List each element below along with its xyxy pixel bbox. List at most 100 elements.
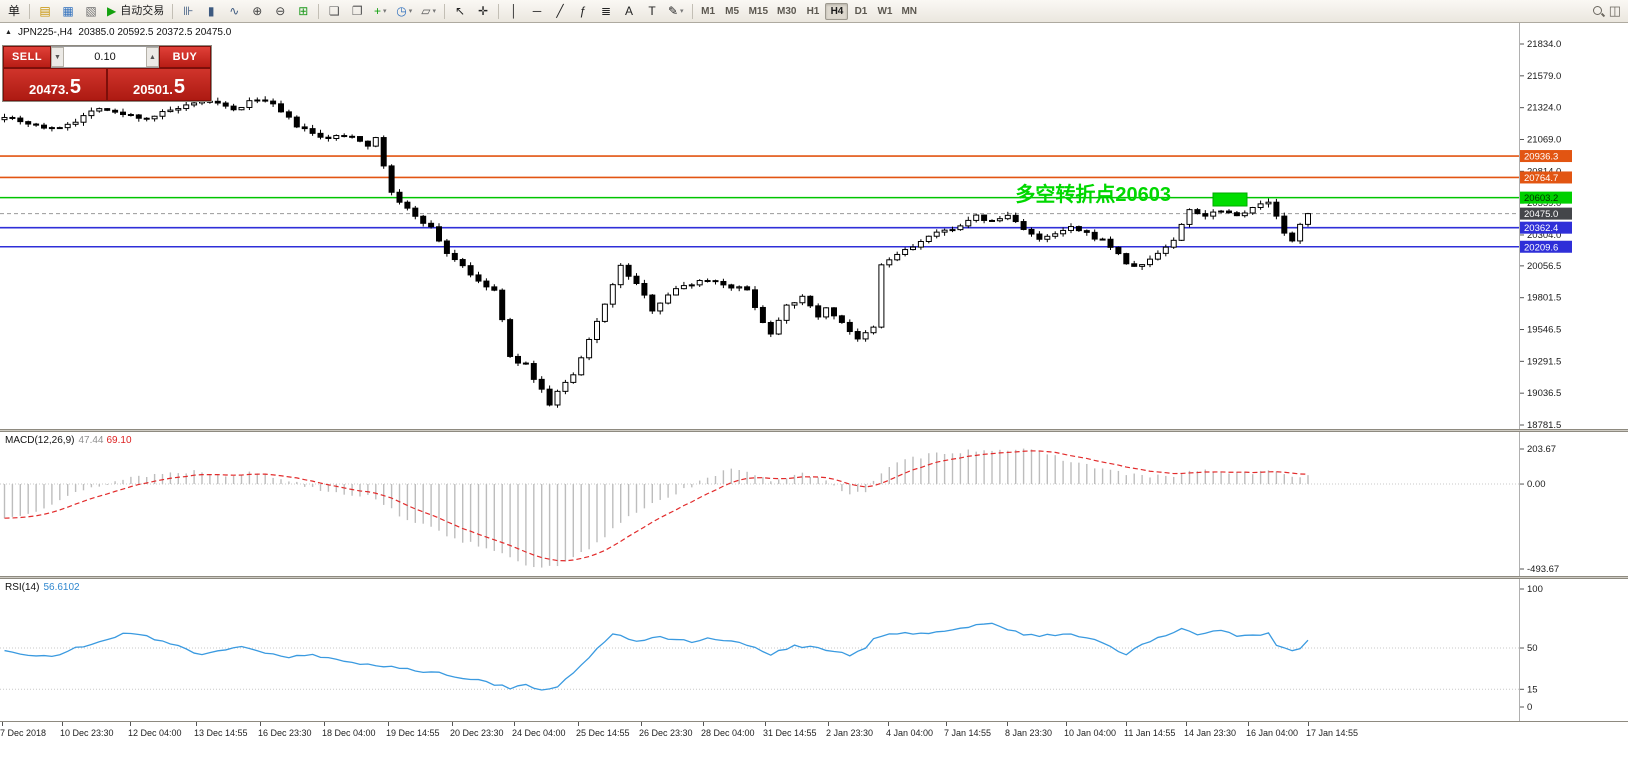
panel-splitter[interactable] [0, 429, 1628, 432]
time-tick [1308, 722, 1309, 726]
search-icon[interactable] [1592, 5, 1605, 18]
template-icon: ▱ [421, 4, 431, 18]
channel-icon[interactable]: ≣ [595, 2, 617, 21]
fibonacci-icon[interactable]: ƒ [572, 2, 594, 21]
buy-price[interactable]: 20501. 5 [107, 68, 211, 101]
arrows-icon[interactable]: ✎ ▾ [664, 2, 688, 21]
zoom-in-icon[interactable]: ⊕ [246, 2, 268, 21]
volume-input[interactable]: 0.10 [94, 51, 116, 63]
timeframe-button-M15[interactable]: M15 [748, 5, 769, 17]
new-chart-icon[interactable]: + ▾ [369, 2, 391, 21]
text-label-icon: T [648, 4, 656, 18]
market-watch-icon[interactable]: ▦ [57, 2, 79, 21]
time-tick [1007, 722, 1008, 726]
timeframe-button-W1[interactable]: W1 [877, 5, 893, 17]
timeframe-button-M5[interactable]: M5 [725, 5, 740, 17]
svg-text:21834.0: 21834.0 [1527, 39, 1561, 50]
macd-label: MACD(12,26,9) 47.44 69.10 [5, 435, 132, 446]
bar-chart-icon: ⊪ [183, 4, 194, 18]
dropdown-caret-icon[interactable]: ▾ [432, 7, 436, 15]
navigator-icon: ▧ [85, 4, 97, 18]
horizontal-line-icon[interactable]: ─ [526, 2, 548, 21]
timeframe-button-D1[interactable]: D1 [854, 5, 868, 17]
dropdown-caret-icon[interactable]: ▾ [408, 7, 413, 15]
candlestick-chart-icon: ▮ [207, 4, 215, 18]
macd-indicator-panel: 203.67 0.00 -493.67 [0, 432, 1628, 576]
time-label: 10 Jan 04:00 [1064, 728, 1117, 738]
time-tick [888, 722, 889, 726]
grid-icon[interactable]: ⊞ [292, 2, 314, 21]
auto-trading-label: 自动交易 [120, 4, 165, 17]
vertical-line-icon: │ [510, 4, 518, 18]
time-tick [641, 722, 642, 726]
time-label: 20 Dec 23:30 [450, 728, 504, 738]
timeframe-button-M1[interactable]: M1 [701, 5, 716, 17]
price-scale[interactable]: 21834.021579.021324.021069.020814.020559… [1520, 39, 1561, 429]
svg-text:20304.0: 20304.0 [1527, 230, 1561, 241]
period-icon: ◷ [396, 4, 407, 18]
crosshair-icon[interactable]: ✛ [472, 2, 494, 21]
volume-decrease-button[interactable]: ▼ [51, 47, 64, 67]
time-tick [388, 722, 389, 726]
template-icon[interactable]: ▱ ▾ [417, 2, 440, 21]
dropdown-caret-icon[interactable]: ▾ [382, 7, 387, 15]
svg-text:20209.6: 20209.6 [1524, 242, 1558, 253]
cascade-windows-icon[interactable]: ❐ [346, 2, 368, 21]
time-label: 2 Jan 23:30 [826, 728, 874, 738]
line-chart-icon[interactable]: ∿ [223, 2, 245, 21]
timeframe-button-H1[interactable]: H1 [806, 5, 820, 17]
timeframe-button-M30[interactable]: M30 [777, 5, 797, 17]
rsi-line [4, 622, 1309, 691]
horizontal-level-lines[interactable] [0, 155, 1519, 248]
new-order-button[interactable]: 单 [3, 2, 25, 21]
profiles-icon: ▤ [39, 4, 51, 18]
time-label: 7 Jan 14:55 [944, 728, 992, 738]
sell-button[interactable]: SELL [3, 46, 51, 68]
volume-increase-button[interactable]: ▲ [146, 47, 159, 67]
zoom-out-icon: ⊖ [275, 4, 286, 18]
time-label: 24 Dec 04:00 [512, 728, 566, 738]
svg-text:0: 0 [1527, 702, 1532, 713]
cascade-windows-icon: ❐ [351, 4, 363, 18]
auto-trading-button[interactable]: ▶ 自动交易 [103, 2, 168, 21]
time-label: 4 Jan 04:00 [886, 728, 934, 738]
candlestick-chart[interactable]: 21834.021579.021324.021069.020814.020559… [0, 23, 1628, 429]
vertical-line-icon[interactable]: │ [503, 2, 525, 21]
cursor-icon[interactable]: ↖ [449, 2, 471, 21]
horizontal-line-icon: ─ [532, 4, 542, 18]
timeframe-button-H4[interactable]: H4 [825, 2, 849, 20]
time-tick [946, 722, 947, 726]
dropdown-caret-icon[interactable]: ▾ [680, 7, 684, 15]
svg-text:18781.5: 18781.5 [1527, 420, 1561, 429]
indicator-collapse-icon[interactable]: ▲ [5, 29, 12, 36]
sell-price[interactable]: 20473. 5 [3, 68, 107, 101]
toolbar-separator [497, 3, 499, 19]
time-label: 25 Dec 14:55 [576, 728, 630, 738]
trendline-icon[interactable]: ╱ [549, 2, 571, 21]
svg-text:21579.0: 21579.0 [1527, 71, 1561, 82]
buy-button[interactable]: BUY [159, 46, 211, 68]
tile-windows-icon[interactable]: ❏ [323, 2, 345, 21]
toolbar-right-icons: ◫ [1592, 3, 1625, 19]
highlight-zone-rect[interactable] [1212, 192, 1248, 207]
timeframe-button-MN[interactable]: MN [901, 5, 918, 17]
navigator-icon[interactable]: ▧ [80, 2, 102, 21]
text-icon[interactable]: A [618, 2, 640, 21]
zoom-out-icon[interactable]: ⊖ [269, 2, 291, 21]
time-tick [324, 722, 325, 726]
fibonacci-icon: ƒ [579, 4, 587, 18]
time-label: 31 Dec 14:55 [763, 728, 817, 738]
svg-text:19036.5: 19036.5 [1527, 388, 1561, 399]
svg-text:15: 15 [1527, 684, 1538, 695]
dock-icon[interactable]: ◫ [1608, 3, 1621, 18]
panel-splitter[interactable] [0, 576, 1628, 579]
time-axis[interactable]: 7 Dec 2018 10 Dec 23:30 12 Dec 04:00 13 Dec… [0, 721, 1628, 745]
profiles-icon[interactable]: ▤ [34, 2, 56, 21]
trendline-icon: ╱ [556, 4, 564, 18]
text-label-icon[interactable]: T [641, 2, 663, 21]
svg-text:19546.5: 19546.5 [1527, 325, 1561, 336]
period-icon[interactable]: ◷ ▾ [392, 2, 416, 21]
candlestick-series [1, 96, 1311, 408]
candlestick-chart-icon[interactable]: ▮ [200, 2, 222, 21]
bar-chart-icon[interactable]: ⊪ [177, 2, 199, 21]
